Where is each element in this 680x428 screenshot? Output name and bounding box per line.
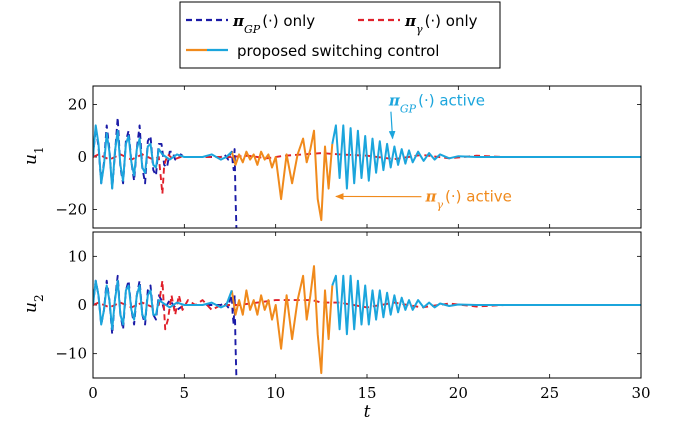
- x-tick-label: 5: [180, 384, 190, 402]
- series-line: [331, 274, 641, 336]
- y-tick-label: −10: [55, 345, 87, 363]
- y-tick-label: 0: [77, 296, 87, 314]
- x-tick-label: 0: [88, 384, 98, 402]
- y-tick-label: 20: [68, 95, 87, 113]
- series-line: [331, 124, 641, 190]
- x-tick-label: 30: [631, 384, 650, 402]
- legend: πGP (·) only πγ (·) only proposed switching …: [179, 1, 501, 69]
- panel-1: −20 0 20 u1 πGP (·) active πγ (·) active: [21, 85, 642, 229]
- y-axis-label: u1: [21, 146, 46, 165]
- legend-frame: [179, 1, 501, 69]
- series-line: [93, 124, 233, 190]
- series-line: [230, 265, 334, 375]
- plot-frame: [92, 231, 642, 379]
- series-line: [93, 116, 238, 228]
- y-axis-label: u2: [21, 294, 46, 313]
- series-line: [93, 279, 233, 331]
- y-tick-label: 10: [68, 247, 87, 265]
- annotation-arrow: [388, 111, 396, 140]
- panel-2: −10 0 10 u2: [21, 231, 642, 379]
- series-line: [230, 129, 334, 222]
- y-tick-label: 0: [77, 148, 87, 166]
- y-tick-label: −20: [55, 201, 87, 219]
- annotation-label: πγ (·) active: [424, 188, 511, 212]
- x-tick-label: 20: [449, 384, 468, 402]
- annotation-label: πGP (·) active: [388, 92, 485, 116]
- legend-entry: proposed switching control: [237, 42, 439, 60]
- x-tick-label: 25: [540, 384, 559, 402]
- x-axis-label: t: [364, 402, 371, 422]
- x-tick-label: 15: [357, 384, 376, 402]
- plot-frame: [92, 85, 642, 229]
- legend-entry: πγ (·) only: [404, 12, 478, 36]
- legend-entry: πGP (·) only: [232, 12, 315, 36]
- x-tick-label: 10: [266, 384, 285, 402]
